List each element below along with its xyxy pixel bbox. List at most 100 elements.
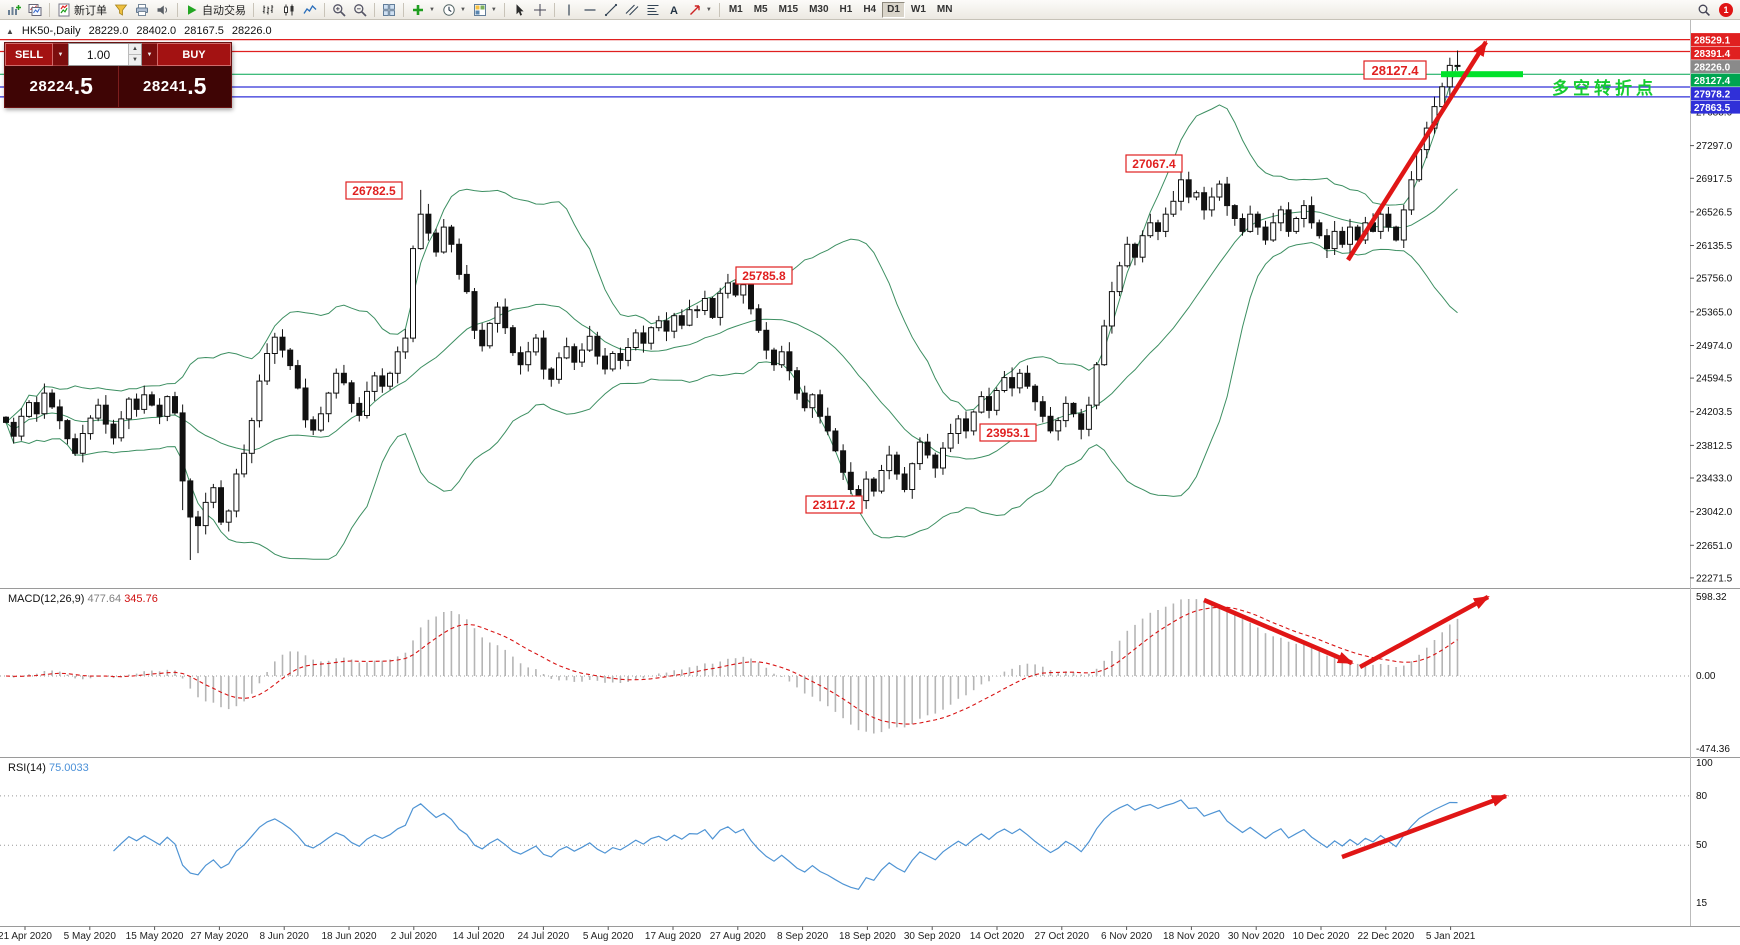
timeframe-mn-button[interactable]: MN: [936, 4, 953, 15]
zoom-out-icon: [354, 3, 367, 17]
chevron-down-icon: ▼: [459, 6, 466, 13]
volume-up-icon[interactable]: ▲: [129, 44, 141, 55]
macd-signal-line: [5, 606, 1458, 725]
axis-price-badge: [1691, 100, 1740, 114]
axis-price-badge: [1691, 33, 1740, 47]
volume-stepper: ▲ ▼: [128, 44, 141, 65]
zoom-out-button[interactable]: [350, 1, 370, 19]
bar-chart-mode-button[interactable]: [258, 1, 278, 19]
play-icon: [188, 4, 197, 15]
turning-point-label[interactable]: 多空转折点: [1552, 78, 1657, 98]
trend-arrow: [1346, 40, 1488, 262]
timeframe-h1-button[interactable]: H1: [839, 4, 853, 15]
volume-input[interactable]: [69, 44, 128, 65]
svg-text:18 Sep 2020: 18 Sep 2020: [839, 931, 896, 942]
text-tool-button[interactable]: A: [664, 1, 684, 19]
crosshair-tool-button[interactable]: [530, 1, 550, 19]
timeframe-m1-button[interactable]: M1: [728, 4, 743, 15]
svg-text:23117.2: 23117.2: [813, 498, 856, 512]
arrows-tool-button[interactable]: ▼: [685, 1, 715, 19]
svg-text:24203.5: 24203.5: [1696, 407, 1733, 418]
svg-text:6 Nov 2020: 6 Nov 2020: [1101, 931, 1153, 942]
svg-text:26782.5: 26782.5: [352, 184, 396, 198]
indicators-button[interactable]: ▼: [408, 1, 438, 19]
svg-text:50: 50: [1696, 840, 1708, 851]
vline-icon: [568, 4, 570, 15]
chevron-down-icon: ▼: [429, 6, 435, 13]
macd-histogram: [12, 599, 1459, 734]
cursor-tool-button[interactable]: [509, 1, 529, 19]
trend-arrows[interactable]: [1203, 40, 1508, 860]
svg-text:8 Sep 2020: 8 Sep 2020: [777, 931, 829, 942]
toolbar-separator: [403, 2, 404, 17]
autotrading-button[interactable]: 自动交易: [182, 1, 249, 19]
price-callouts[interactable]: 26782.5 25785.8 23117.2 23953.1 27067.4 28127…: [345, 60, 1427, 514]
line-chart-mode-button[interactable]: [300, 1, 320, 19]
tile-windows-button[interactable]: [379, 1, 399, 19]
svg-text:5 Jan 2021: 5 Jan 2021: [1426, 931, 1476, 942]
template-icon: [473, 3, 486, 16]
svg-text:21 Apr 2020: 21 Apr 2020: [0, 931, 52, 942]
printer-icon: [136, 3, 148, 16]
chart-profiles-button[interactable]: [25, 1, 45, 19]
alerts-button[interactable]: [153, 1, 173, 19]
ask-base: 28241: [143, 78, 188, 95]
svg-text:30 Nov 2020: 30 Nov 2020: [1228, 931, 1285, 942]
timeframe-m5-button[interactable]: M5: [753, 4, 768, 15]
svg-text:27297.0: 27297.0: [1696, 141, 1733, 152]
search-button[interactable]: [1694, 1, 1714, 19]
svg-text:25785.8: 25785.8: [742, 269, 786, 283]
horizontal-level-lines[interactable]: [0, 38, 1690, 98]
svg-text:2 Jul 2020: 2 Jul 2020: [391, 931, 438, 942]
price-callout-box: [979, 423, 1037, 442]
symbol-period-label: HK50-,Daily: [21, 25, 81, 37]
notification-badge[interactable]: 1: [1719, 2, 1733, 17]
svg-text:26135.5: 26135.5: [1696, 241, 1733, 252]
timeframe-h4-button[interactable]: H4: [863, 4, 877, 15]
zoom-in-button[interactable]: [329, 1, 349, 19]
timeframe-m30-button[interactable]: M30: [809, 4, 829, 15]
new-order-button[interactable]: 新订单: [54, 1, 110, 19]
search-icon: [1698, 4, 1710, 16]
timeframe-m15-button[interactable]: M15: [778, 4, 799, 15]
price-callout-box: [345, 181, 403, 200]
fibonacci-tool-button[interactable]: [643, 1, 663, 19]
timeframe-d1-button[interactable]: D1: [882, 1, 905, 18]
timeframe-w1-button[interactable]: W1: [910, 4, 926, 15]
rsi-line: [113, 799, 1458, 890]
svg-text:-474.36: -474.36: [1696, 744, 1730, 755]
toolbar-separator: [374, 2, 375, 17]
buy-options-caret-icon[interactable]: ▼: [142, 43, 157, 66]
channel-icon: [625, 4, 639, 15]
periods-button[interactable]: ▼: [439, 1, 469, 19]
expert-advisors-button[interactable]: [111, 1, 131, 19]
chart-stack-icon: [28, 3, 42, 16]
axis-price-badge: [1691, 46, 1740, 60]
sell-options-caret-icon[interactable]: ▼: [53, 43, 68, 66]
toolbar-separator: [253, 2, 254, 17]
sell-button[interactable]: SELL: [5, 43, 53, 66]
rsi-label: RSI(14) 75.0033: [8, 762, 89, 774]
vertical-line-tool-button[interactable]: [559, 1, 579, 19]
trendline-tool-button[interactable]: [601, 1, 621, 19]
channel-tool-button[interactable]: [622, 1, 642, 19]
buy-button[interactable]: BUY: [157, 43, 231, 66]
candlestick-mode-button[interactable]: [279, 1, 299, 19]
open-value: 28229.0: [88, 25, 129, 37]
pivot-thick-segment[interactable]: [1441, 71, 1523, 78]
print-button[interactable]: [132, 1, 152, 19]
arrowmark-icon: [689, 4, 700, 15]
svg-text:14 Oct 2020: 14 Oct 2020: [970, 931, 1025, 942]
price-callout-box: [735, 266, 793, 285]
new-chart-button[interactable]: [4, 1, 24, 19]
templates-button[interactable]: ▼: [470, 1, 500, 19]
bid-price: 28224 .5: [5, 66, 118, 107]
svg-text:28127.4: 28127.4: [1694, 76, 1731, 87]
price-callout-box: [1125, 154, 1183, 173]
volume-down-icon[interactable]: ▼: [129, 55, 141, 65]
low-value: 28167.5: [184, 25, 224, 37]
svg-text:18 Nov 2020: 18 Nov 2020: [1163, 931, 1220, 942]
horizontal-line-tool-button[interactable]: [580, 1, 600, 19]
new-order-label: 新订单: [74, 4, 107, 17]
